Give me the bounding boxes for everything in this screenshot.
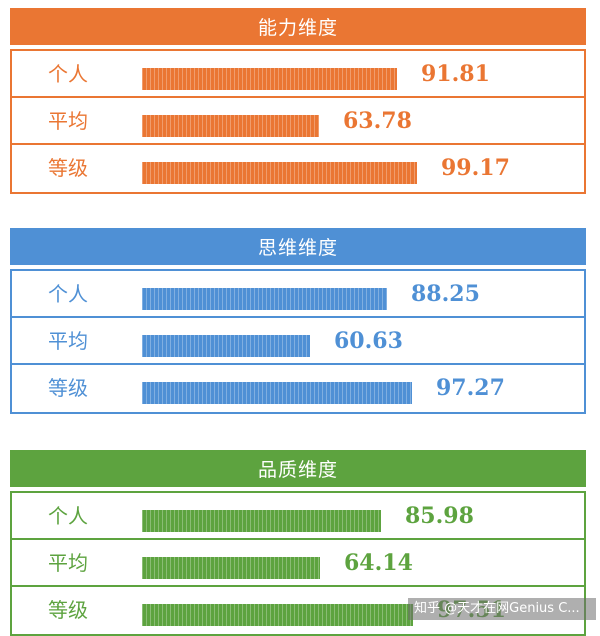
category-label: 平均 [48,109,88,133]
category-label: 平均 [48,551,88,575]
bar-row: 平均 63.78 [12,96,584,145]
category-label: 个人 [48,282,88,306]
data-label: 64.14 [344,550,413,576]
panel-title: 能力维度 [10,8,586,45]
bar-row: 个人 91.81 [12,51,584,98]
bar [142,382,412,404]
data-label: 63.78 [343,108,412,134]
bar [142,335,310,357]
category-label: 平均 [48,329,88,353]
panel-title: 品质维度 [10,450,586,487]
category-label: 等级 [48,156,88,180]
data-label: 88.25 [411,281,480,307]
bar [142,604,413,626]
category-label: 等级 [48,376,88,400]
bar-row: 平均 64.14 [12,538,584,587]
bar-row: 等级 97.27 [12,363,584,412]
category-label: 个人 [48,62,88,86]
bar [142,288,387,310]
data-label: 60.63 [334,328,403,354]
data-label: 85.98 [405,503,474,529]
bar [142,510,381,532]
bar-row: 等级 99.17 [12,143,584,192]
bar [142,162,417,184]
panel-body: 个人 88.25 平均 60.63 等级 97.27 [10,269,586,414]
category-label: 个人 [48,504,88,528]
data-label: 91.81 [421,61,490,87]
panel-body: 个人 91.81 平均 63.78 等级 99.17 [10,49,586,194]
watermark: 知乎 @天才在网Genius C... [408,598,596,620]
bar [142,557,320,579]
data-label: 99.17 [441,155,510,181]
panel-title: 思维维度 [10,228,586,265]
bar [142,115,319,137]
category-label: 等级 [48,598,88,622]
bar-row: 个人 85.98 [12,493,584,540]
bar-row: 个人 88.25 [12,271,584,318]
bar [142,68,397,90]
data-label: 97.27 [436,375,505,401]
bar-row: 平均 60.63 [12,316,584,365]
